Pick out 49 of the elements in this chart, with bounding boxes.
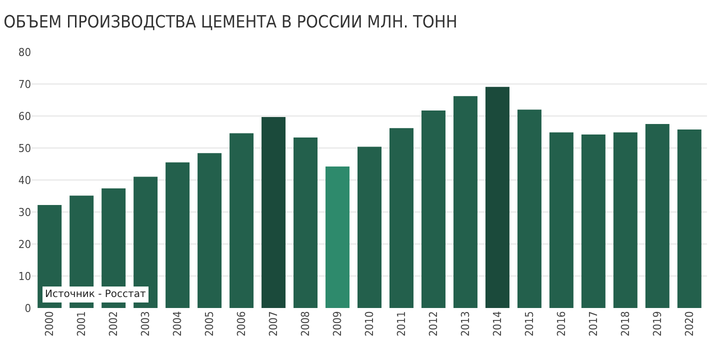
bar xyxy=(645,124,670,308)
bar xyxy=(389,128,414,308)
bar xyxy=(581,134,606,308)
y-tick-label: 80 xyxy=(18,46,31,59)
x-tick-label: 2006 xyxy=(235,311,248,336)
x-tick-label: 2004 xyxy=(171,311,184,336)
y-tick-label: 20 xyxy=(18,238,31,251)
bar xyxy=(517,110,542,308)
x-tick-label: 2017 xyxy=(587,311,600,336)
x-tick-label: 2010 xyxy=(363,311,376,336)
bar xyxy=(230,133,254,308)
x-tick-label: 2005 xyxy=(203,311,216,336)
y-tick-label: 50 xyxy=(18,142,31,155)
y-tick-label: 70 xyxy=(18,78,31,91)
x-tick-label: 2020 xyxy=(682,311,696,336)
bar xyxy=(358,146,382,308)
bar xyxy=(549,132,574,308)
x-tick-label: 2018 xyxy=(618,311,632,336)
x-tick-label: 2009 xyxy=(331,311,344,336)
x-tick-label: 2013 xyxy=(459,311,472,336)
bar xyxy=(294,137,318,308)
x-tick-label: 2019 xyxy=(650,311,664,336)
bar xyxy=(677,129,702,308)
x-tick-label: 2001 xyxy=(75,311,88,336)
bar xyxy=(485,86,510,308)
bar xyxy=(421,110,446,308)
x-tick-label: 2016 xyxy=(555,311,568,336)
x-tick-label: 2000 xyxy=(43,311,56,336)
y-tick-label: 30 xyxy=(18,206,31,219)
y-tick-label: 60 xyxy=(18,110,31,123)
x-tick-label: 2015 xyxy=(523,311,536,336)
chart-title: ОБЪЕМ ПРОИЗВОДСТВА ЦЕМЕНТА В РОССИИ МЛН. ТОНН xyxy=(4,12,458,33)
bar xyxy=(453,96,478,308)
annotation: Источник - Росстат xyxy=(45,289,146,300)
x-tick-label: 2008 xyxy=(299,311,312,336)
x-tick-label: 2012 xyxy=(427,311,440,336)
x-tick-label: 2003 xyxy=(139,311,152,336)
bar xyxy=(613,132,638,308)
x-tick-label: 2014 xyxy=(491,311,504,336)
bar xyxy=(166,162,190,308)
y-tick-label: 0 xyxy=(24,302,31,315)
bar xyxy=(262,116,286,308)
x-tick-label: 2007 xyxy=(267,311,280,336)
bar xyxy=(198,153,222,308)
x-tick-label: 2011 xyxy=(395,311,408,336)
y-tick-label: 40 xyxy=(18,174,31,187)
y-tick-label: 10 xyxy=(18,270,31,283)
x-tick-label: 2002 xyxy=(107,311,120,336)
bar xyxy=(326,166,350,308)
